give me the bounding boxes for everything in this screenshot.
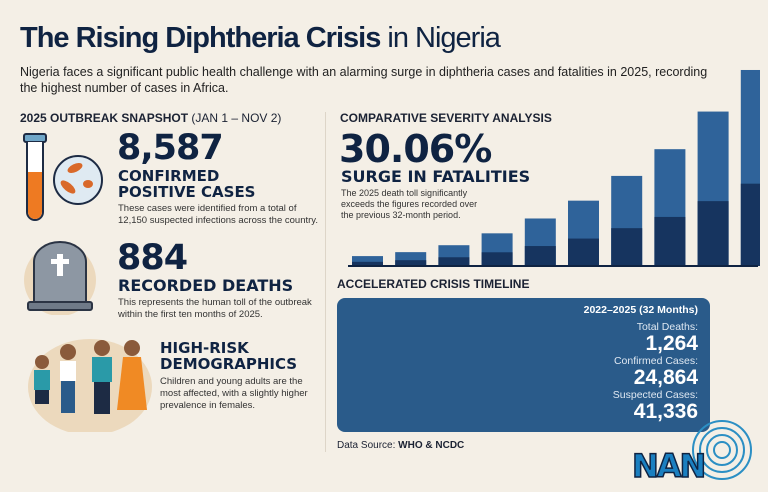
subtitle: Nigeria faces a significant public healt… [20,65,708,95]
confirmed-cases-value: 24,864 [633,366,698,389]
chart-bar-shade [395,260,427,266]
snapshot-heading-text: 2025 OUTBREAK SNAPSHOT [20,111,189,125]
chart-bar-shade [654,216,686,266]
chart-bar [352,256,383,266]
chart-bar-shade [438,257,470,266]
timeline-heading: ACCELERATED CRISIS TIMELINE [337,277,530,291]
data-source-value: WHO & NCDC [398,440,465,451]
snapshot-range: (JAN 1 – NOV 2) [191,111,282,125]
suspected-cases-value: 41,336 [633,400,698,423]
timeline-box: 2022–2025 (32 Months) Total Deaths: 1,26… [337,298,710,432]
confirmed-desc: These cases were identified from a total… [118,203,318,226]
deaths-desc: This represents the human toll of the ou… [118,297,312,320]
confirmed-label-1: CONFIRMED [118,167,220,185]
demographics-label-2: DEMOGRAPHICS [160,355,298,373]
demographics-label-1: HIGH-RISK [160,339,249,357]
severity-value: 30.06% [339,127,492,171]
test-tube-icon [23,133,103,221]
page-title: The Rising Diphtheria Crisis in Nigeria [20,22,501,54]
confirmed-label-2: POSITIVE CASES [118,183,256,201]
severity-label: SURGE IN FATALITIES [341,167,531,186]
snapshot-heading: 2025 OUTBREAK SNAPSHOT (JAN 1 – NOV 2) [20,111,281,125]
confirmed-value: 8,587 [117,128,224,168]
deaths-label: RECORDED DEATHS [118,276,294,295]
nan-logo-text: NAN [631,447,707,485]
timeline-period: 2022–2025 (32 Months) [583,304,698,316]
nan-logo-waves-icon [692,420,752,480]
title-light: in Nigeria [387,22,500,54]
chart-bar-shade [697,201,729,266]
total-deaths-value: 1,264 [645,332,698,355]
family-icon [28,339,152,432]
tombstone-icon [24,241,96,315]
chart-bar-shade [524,246,556,266]
deaths-value: 884 [117,238,188,278]
nan-logo: NAN [630,420,760,492]
column-divider [325,112,326,452]
confirmed-cases-label: Confirmed Cases: [613,355,698,367]
severity-desc: The 2025 death toll significantly exceed… [341,188,478,220]
data-source: Data Source: WHO & NCDC [337,440,464,451]
chart-bar-shade [611,228,643,266]
data-source-label: Data Source: [337,440,396,451]
chart-bar-shade [352,261,383,266]
chart-bar-shade [568,238,599,266]
chart-bar-shade [740,183,760,266]
title-bold: The Rising Diphtheria Crisis [20,22,381,54]
total-deaths-label: Total Deaths: [636,321,698,333]
suspected-cases-label: Suspected Cases: [612,389,698,401]
demographics-desc: Children and young adults are the most a… [160,376,308,411]
severity-heading: COMPARATIVE SEVERITY ANALYSIS [340,111,552,125]
severity-bar-chart [348,69,760,267]
chart-bar-shade [481,252,513,266]
